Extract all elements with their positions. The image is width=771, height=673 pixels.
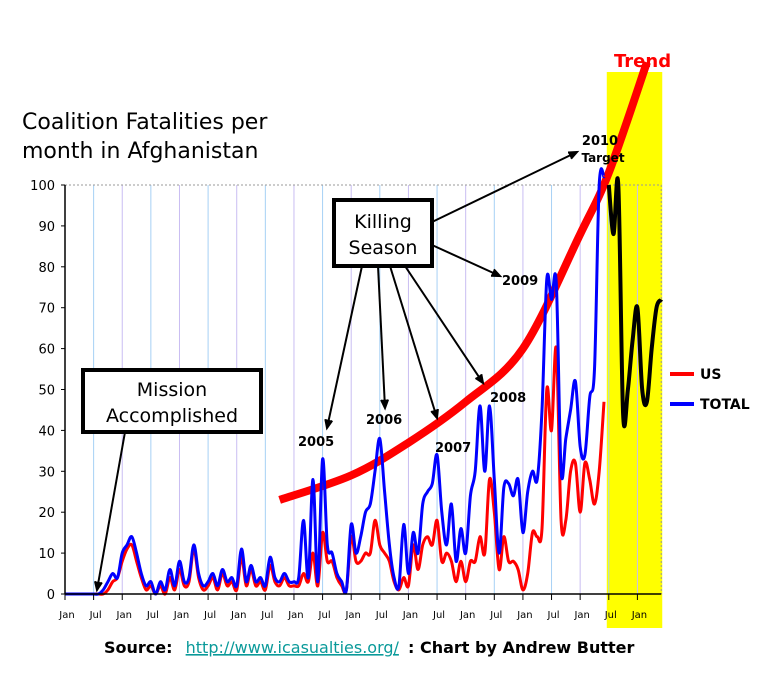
x-tick-label: Jan xyxy=(344,610,360,621)
mission-label-1: Mission xyxy=(137,379,207,401)
killing-label-2: Season xyxy=(349,237,418,259)
y-tick-label: 40 xyxy=(38,424,55,439)
y-tick-label: 10 xyxy=(38,547,55,562)
arrow-line xyxy=(390,266,437,418)
x-tick-label: Jul xyxy=(547,610,560,621)
x-tick-label: Jan xyxy=(573,610,589,621)
arrow-line xyxy=(432,152,577,222)
y-tick-label: 80 xyxy=(38,261,55,276)
year-label-2008: 2008 xyxy=(490,391,526,406)
x-tick-label: Jul xyxy=(489,610,502,621)
arrow-line xyxy=(327,266,362,428)
mission-label-2: Accomplished xyxy=(106,405,238,427)
year-label-2006: 2006 xyxy=(366,413,402,428)
arrowhead-icon xyxy=(95,581,102,590)
chart-title-line2: month in Afghanistan xyxy=(22,139,258,164)
source-link[interactable]: http://www.icasualties.org/ xyxy=(186,638,400,657)
legend-label-us: US xyxy=(700,367,721,383)
x-tick-label: Jul xyxy=(432,610,445,621)
x-tick-label: Jul xyxy=(318,610,331,621)
legend-label-total: TOTAL xyxy=(700,397,750,413)
arrowhead-icon xyxy=(431,409,438,418)
x-tick-label: Jan xyxy=(116,610,132,621)
x-tick-label: Jan xyxy=(58,610,74,621)
x-tick-label: Jul xyxy=(604,610,617,621)
x-tick-label: Jan xyxy=(402,610,418,621)
killing-label-1: Killing xyxy=(354,211,412,233)
trend-label: Trend xyxy=(614,51,671,72)
source-label: Source: xyxy=(104,638,173,657)
arrow-line xyxy=(378,266,385,408)
x-tick-label: Jan xyxy=(459,610,475,621)
x-tick-label: Jan xyxy=(287,610,303,621)
x-tick-label: Jan xyxy=(516,610,532,621)
x-tick-label: Jan xyxy=(230,610,246,621)
year-label-2009: 2009 xyxy=(502,274,538,289)
mission-accomplished-box: Mission Accomplished xyxy=(83,370,261,432)
arrowhead-icon xyxy=(381,400,388,408)
x-tick-label: Jul xyxy=(89,610,102,621)
source-credit: : Chart by Andrew Butter xyxy=(408,638,635,657)
x-tick-label: Jul xyxy=(203,610,216,621)
y-tick-label: 0 xyxy=(47,588,55,603)
arrow-line xyxy=(405,266,483,383)
x-tick-label: Jul xyxy=(375,610,388,621)
y-tick-label: 70 xyxy=(38,302,55,317)
x-tick-label: Jul xyxy=(146,610,159,621)
arrowhead-icon xyxy=(325,419,332,428)
target-label-2: Target xyxy=(581,151,624,165)
x-tick-label: Jul xyxy=(260,610,273,621)
trend-line xyxy=(280,62,647,500)
source-line: Source: http://www.icasualties.org/ : Ch… xyxy=(104,638,635,657)
y-tick-label: 20 xyxy=(38,506,55,521)
chart-title-line1: Coalition Fatalities per xyxy=(22,110,268,135)
y-tick-label: 60 xyxy=(38,343,55,358)
x-tick-label: Jan xyxy=(173,610,189,621)
year-label-2005: 2005 xyxy=(298,435,334,450)
y-tick-label: 30 xyxy=(38,465,55,480)
y-tick-label: 100 xyxy=(30,179,55,194)
x-tick-label: Jan xyxy=(631,610,647,621)
year-label-2007: 2007 xyxy=(435,441,471,456)
y-tick-label: 50 xyxy=(38,384,55,399)
killing-season-box: Killing Season xyxy=(334,200,432,266)
target-label-1: 2010 xyxy=(582,134,618,149)
arrowhead-icon xyxy=(475,374,483,383)
y-tick-label: 90 xyxy=(38,220,55,235)
legend: US TOTAL xyxy=(670,367,750,413)
